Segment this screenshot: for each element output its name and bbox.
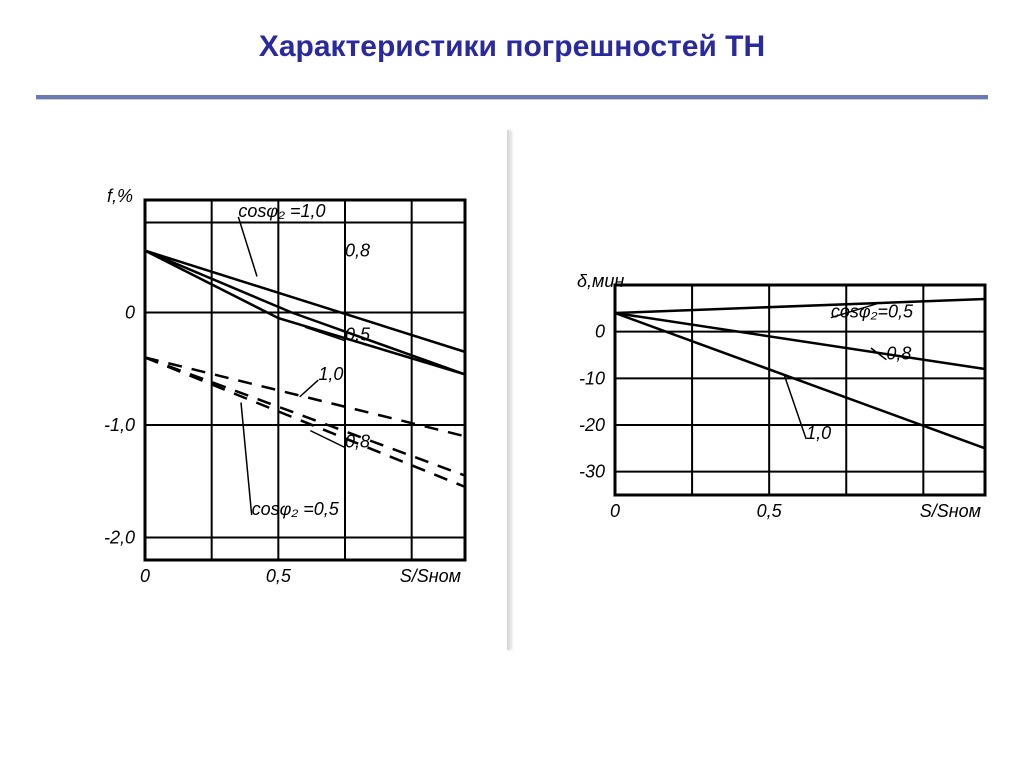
- page-title: Характеристики погрешностей ТН: [0, 30, 1024, 64]
- svg-text:-1,0: -1,0: [104, 415, 135, 435]
- annotation: 0,8: [886, 344, 911, 364]
- series-1,0: [615, 313, 985, 448]
- annotation: 0,8: [345, 432, 370, 452]
- title-underline: [36, 95, 988, 100]
- y-axis-label: δ,мин: [577, 271, 624, 291]
- svg-text:-10: -10: [579, 368, 605, 388]
- left-chart: -2,0-1,0000,5f,%S/Sномcosφ₂ =1,00,80,51,…: [30, 180, 480, 600]
- svg-text:0,5: 0,5: [266, 566, 292, 586]
- series-cosφ2=0,5: [145, 358, 465, 487]
- svg-text:0,5: 0,5: [757, 501, 783, 521]
- right-chart: -30 -20 -10 0 0 0,5 δ,мин S/Sном cosφ₂=0,5 0,8 1,0: [540, 270, 1000, 560]
- series-cosφ2=1,0: [145, 251, 465, 352]
- annotation: cosφ₂ =0,5: [252, 499, 340, 519]
- svg-text:-30: -30: [579, 462, 605, 482]
- panel-separator: [507, 130, 509, 650]
- x-axis-label: S/Sном: [400, 566, 461, 586]
- annotation: 0,8: [345, 240, 370, 260]
- annotation: cosφ₂ =1,0: [238, 201, 325, 221]
- svg-text:0: 0: [140, 566, 150, 586]
- x-axis-label: S/Sном: [920, 501, 981, 521]
- svg-text:0: 0: [610, 501, 620, 521]
- series-0,8: [615, 313, 985, 369]
- charts-area: -2,0-1,0000,5f,%S/Sномcosφ₂ =1,00,80,51,…: [0, 130, 1024, 767]
- annotation: 0,5: [345, 325, 371, 345]
- svg-text:0: 0: [125, 303, 135, 323]
- annotation: 1,0: [806, 423, 831, 443]
- svg-text:-20: -20: [579, 415, 605, 435]
- series-cosφ2=0,5: [615, 299, 985, 313]
- y-axis-label: f,%: [107, 186, 133, 206]
- svg-text:0: 0: [595, 322, 605, 342]
- annotation: 1,0: [318, 364, 343, 384]
- svg-text:-2,0: -2,0: [104, 528, 135, 548]
- series-0,8: [145, 358, 465, 476]
- annotation: cosφ₂=0,5: [831, 302, 914, 322]
